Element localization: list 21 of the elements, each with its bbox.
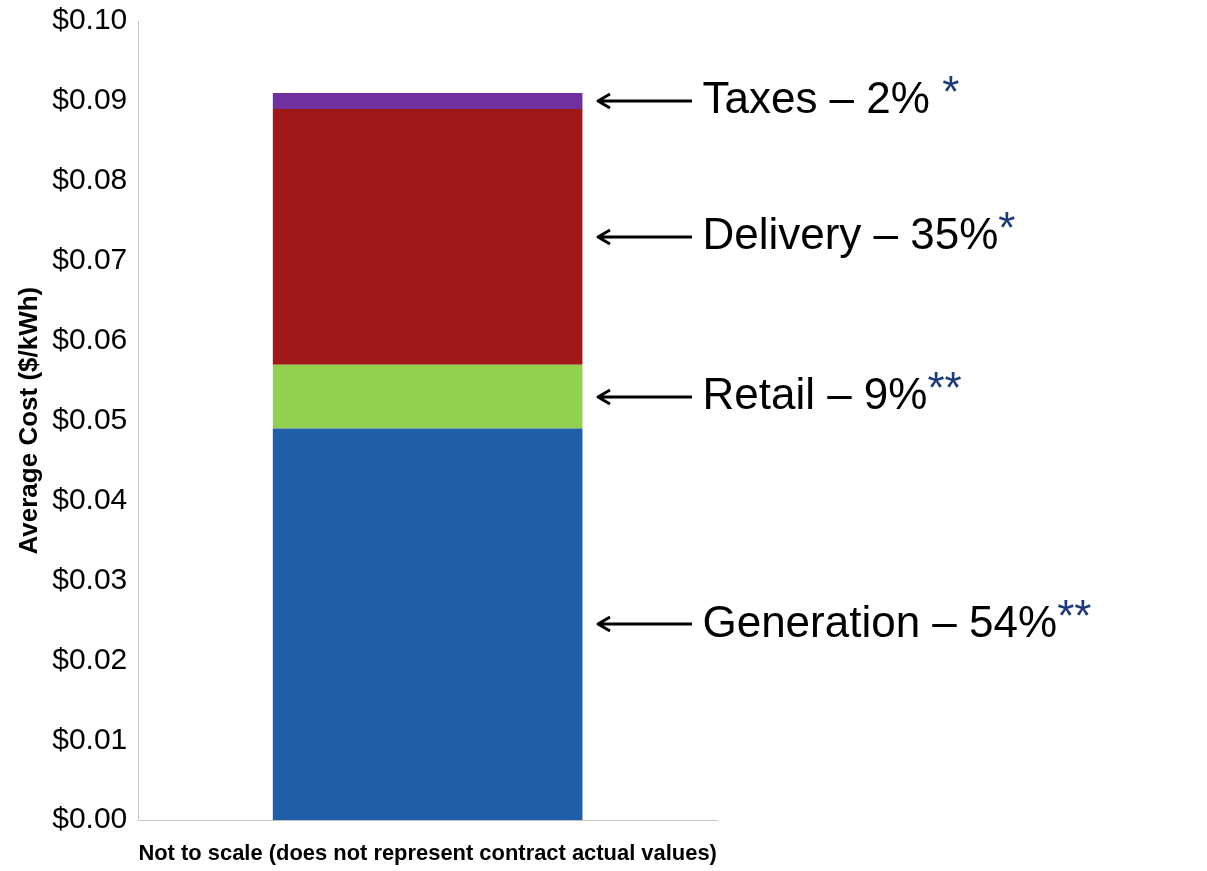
bar bbox=[272, 108, 583, 365]
y-tick-label: $0.03 bbox=[52, 561, 128, 595]
y-tick-label: $0.07 bbox=[52, 242, 128, 276]
y-tick-label: $0.04 bbox=[52, 481, 128, 515]
text: Retail – 9%** bbox=[702, 362, 962, 418]
y-tick-label: $0.08 bbox=[52, 162, 128, 196]
y-tick-label: $0.09 bbox=[52, 82, 128, 116]
x-axis-title: Not to scale (does not represent contract actual values) bbox=[138, 839, 717, 865]
text: Taxes – 2% * bbox=[702, 67, 960, 123]
bar bbox=[272, 364, 583, 429]
text: Generation – 54%** bbox=[702, 590, 1092, 646]
y-tick-label: $0.05 bbox=[52, 401, 128, 435]
y-tick-label: $0.10 bbox=[52, 2, 128, 36]
y-tick-label: $0.00 bbox=[52, 801, 128, 835]
y-tick-label: $0.06 bbox=[52, 321, 128, 355]
text: Delivery – 35%* bbox=[702, 202, 1016, 258]
y-tick-label: $0.02 bbox=[52, 641, 128, 675]
y-tick-label: $0.01 bbox=[52, 721, 128, 755]
y-axis-title: Average Cost ($/kWh) bbox=[12, 286, 43, 555]
bar bbox=[272, 92, 583, 109]
bar bbox=[272, 428, 583, 821]
